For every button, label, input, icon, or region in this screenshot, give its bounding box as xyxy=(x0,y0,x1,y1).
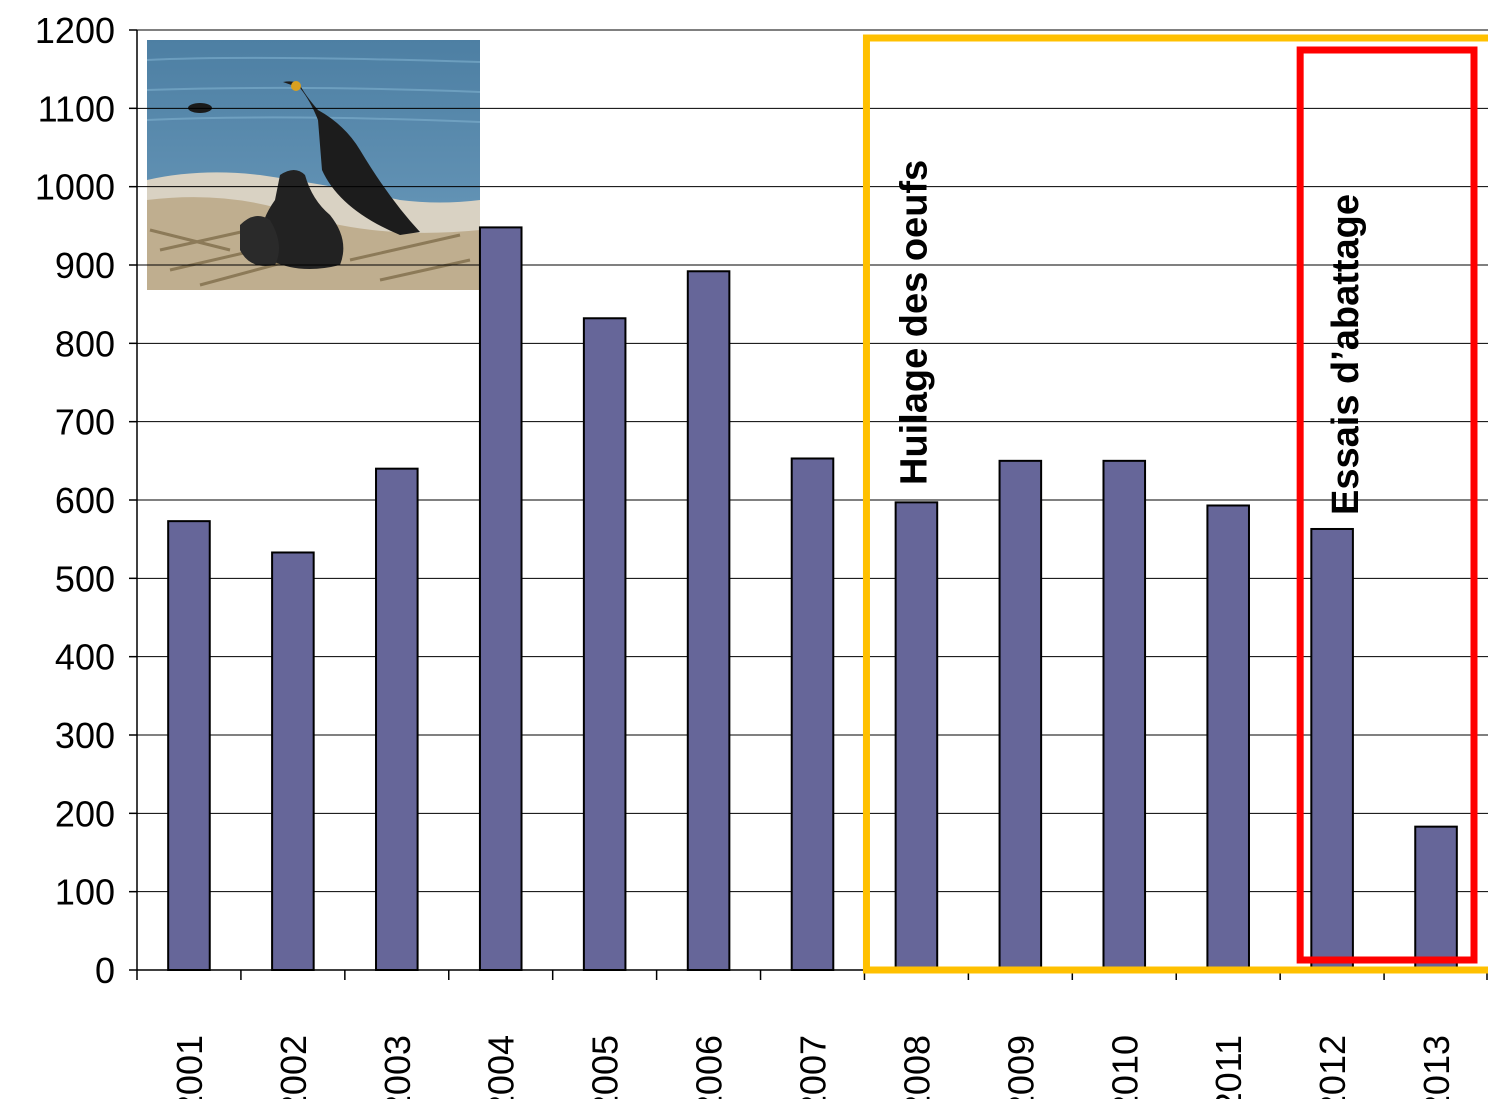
x-axis: 2001 2002 2003 2004 2005 2006 2007 2008 2009 2010… xyxy=(136,969,1488,1099)
bar-2004 xyxy=(478,226,523,971)
bar-2009 xyxy=(998,459,1043,971)
bar-2012 xyxy=(1310,527,1354,971)
y-tick-label: 1200 xyxy=(35,10,115,51)
x-tick-label: 2002 xyxy=(273,1035,314,1099)
x-tick-label: 2003 xyxy=(377,1035,418,1099)
bar-2002 xyxy=(271,551,315,971)
y-tick-label: 800 xyxy=(55,323,115,364)
bar-2001 xyxy=(167,520,211,972)
bar-2006 xyxy=(686,270,731,971)
x-tick-label: 2007 xyxy=(793,1035,834,1099)
x-tick-label: 2001 xyxy=(169,1035,210,1099)
annotation-culling: Essais d’abattage xyxy=(1325,194,1367,515)
x-tick-label: 2008 xyxy=(896,1035,937,1099)
y-tick-label: 500 xyxy=(55,558,115,599)
y-tick-label: 900 xyxy=(55,245,115,286)
bar-2003 xyxy=(375,467,419,971)
cormorant-nest-photo-icon xyxy=(147,40,480,290)
bar-2013 xyxy=(1414,825,1458,972)
highlight-box-oiling xyxy=(862,34,1488,974)
x-tick-label: 2011 xyxy=(1208,1035,1249,1099)
y-tick-label: 1100 xyxy=(38,88,115,129)
x-tick-label: 2009 xyxy=(1000,1035,1041,1099)
x-tick-label: 2012 xyxy=(1312,1035,1353,1099)
annotation-oiling: Huilage des oeufs xyxy=(893,160,935,485)
annotations: Huilage des oeufs Essais d’abattage xyxy=(862,34,1488,974)
y-tick-label: 1000 xyxy=(35,167,115,208)
bar-2010 xyxy=(1102,459,1147,971)
y-tick-label: 600 xyxy=(55,480,115,521)
y-tick-label: 200 xyxy=(55,793,115,834)
y-tick-label: 700 xyxy=(55,402,115,443)
bar-2011 xyxy=(1206,504,1250,971)
highlight-box-culling xyxy=(1296,46,1478,964)
bars xyxy=(167,226,1458,972)
bar-2005 xyxy=(582,317,627,971)
y-tick-label: 400 xyxy=(55,637,115,678)
x-tick-label: 2010 xyxy=(1104,1035,1145,1099)
y-tick-label: 0 xyxy=(95,950,115,991)
x-tick-label: 2006 xyxy=(689,1035,730,1099)
y-axis: 0 100 200 300 400 500 600 700 800 900 1000 1100 1200 xyxy=(35,10,138,991)
y-tick-label: 300 xyxy=(55,715,115,756)
x-tick-label: 2013 xyxy=(1416,1035,1457,1099)
bar-2007 xyxy=(790,457,835,971)
y-tick-label: 100 xyxy=(55,872,115,913)
x-tick-label: 2005 xyxy=(585,1035,626,1099)
bar-2008 xyxy=(894,501,939,971)
x-tick-label: 2004 xyxy=(481,1035,522,1099)
